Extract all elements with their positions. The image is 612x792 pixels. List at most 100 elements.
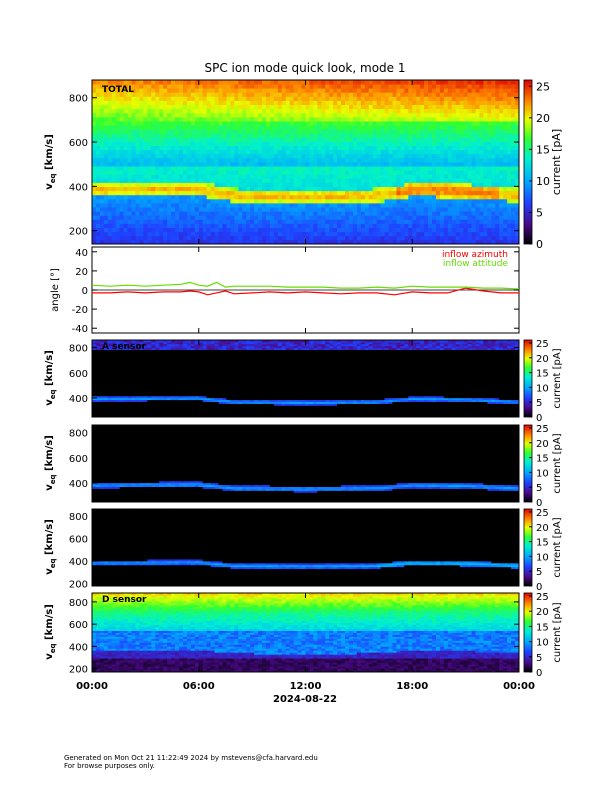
total-cell xyxy=(459,149,465,155)
a-sensor-cell xyxy=(95,409,101,412)
total-cell xyxy=(92,88,97,93)
total-cell xyxy=(447,157,453,163)
total-cell xyxy=(360,112,366,118)
total-cell xyxy=(432,174,437,179)
total-cell xyxy=(364,137,370,142)
total-cell xyxy=(198,190,204,196)
total-cell xyxy=(238,235,243,241)
total-cell xyxy=(313,137,318,142)
total-cell xyxy=(186,125,192,130)
total-cell xyxy=(285,219,291,224)
total-cell xyxy=(360,211,366,216)
total-cell xyxy=(99,227,105,233)
total-cell xyxy=(507,80,512,85)
total-cell xyxy=(471,137,476,142)
total-cell xyxy=(289,137,295,142)
total-cell xyxy=(380,239,385,245)
total-cell xyxy=(345,203,350,208)
a-sensor-cell xyxy=(115,405,121,408)
total-cell xyxy=(289,203,295,208)
total-cell xyxy=(198,215,204,220)
total-cell xyxy=(285,166,291,171)
a-sensor-cell xyxy=(139,345,144,349)
total-cell xyxy=(151,194,156,200)
total-cell xyxy=(459,170,465,175)
total-cell xyxy=(348,133,354,138)
total-cell xyxy=(313,116,318,122)
total-cell xyxy=(254,149,259,155)
total-cell xyxy=(499,223,504,228)
total-colorbar-tick-label: 5 xyxy=(536,206,543,219)
a-sensor-cell xyxy=(139,411,144,414)
total-cell xyxy=(194,104,200,110)
total-cell xyxy=(515,153,520,159)
total-cell xyxy=(356,80,362,85)
total-cell xyxy=(495,227,500,233)
total-cell xyxy=(376,211,382,216)
total-cell xyxy=(123,129,128,134)
a-sensor-cell xyxy=(127,349,132,352)
total-cell xyxy=(107,211,113,216)
total-cell xyxy=(107,198,113,204)
a-sensor-cell xyxy=(139,343,144,347)
total-cell xyxy=(214,84,219,89)
a-sensor-cell xyxy=(143,384,148,387)
a-sensor-cell xyxy=(123,403,128,406)
a-sensor-cell xyxy=(135,347,140,351)
total-cell xyxy=(258,153,263,159)
total-cell xyxy=(479,162,484,167)
total-cell xyxy=(333,149,338,155)
total-cell xyxy=(439,116,445,122)
total-cell xyxy=(455,125,461,130)
total-cell xyxy=(333,121,338,126)
total-cell xyxy=(234,104,239,110)
total-cell xyxy=(368,145,374,151)
total-cell xyxy=(258,112,263,118)
total-cell xyxy=(447,145,453,151)
total-cell xyxy=(475,157,480,163)
total-cell xyxy=(451,166,457,171)
a-sensor-cell xyxy=(92,409,97,412)
a-sensor-cell xyxy=(107,388,113,391)
total-cell xyxy=(364,125,370,130)
a-sensor-cell xyxy=(115,390,121,393)
total-cell xyxy=(380,108,385,114)
total-cell xyxy=(262,190,267,196)
total-cell xyxy=(123,100,128,105)
total-cell xyxy=(467,223,472,228)
total-cell xyxy=(119,211,125,216)
total-cell xyxy=(182,231,188,237)
total-cell xyxy=(305,211,310,216)
total-cell xyxy=(242,80,247,85)
total-cell xyxy=(463,186,468,192)
total-cell xyxy=(368,219,374,224)
total-cell xyxy=(265,239,271,245)
total-cell xyxy=(404,108,409,114)
total-cell xyxy=(325,108,330,114)
total-cell xyxy=(499,137,504,142)
total-cell xyxy=(475,194,480,200)
total-cell xyxy=(234,211,239,216)
total-cell xyxy=(254,231,259,237)
total-cell xyxy=(178,194,184,200)
total-cell xyxy=(182,162,188,167)
total-cell xyxy=(341,92,346,97)
total-cell xyxy=(202,190,208,196)
a-sensor-cell xyxy=(115,347,121,351)
a-sensor-cell xyxy=(131,380,136,383)
total-cell xyxy=(503,223,508,228)
total-cell xyxy=(289,178,295,183)
total-cell xyxy=(368,121,374,126)
total-cell xyxy=(515,223,520,228)
total-cell xyxy=(265,84,271,89)
total-cell xyxy=(281,174,287,179)
total-cell xyxy=(95,157,101,163)
total-cell xyxy=(491,215,496,220)
total-cell xyxy=(392,190,397,196)
total-cell xyxy=(333,231,338,237)
a-sensor-cell xyxy=(135,355,140,358)
total-cell xyxy=(515,190,520,196)
total-cell xyxy=(293,194,298,200)
total-cell xyxy=(321,203,326,208)
total-cell xyxy=(475,92,480,97)
